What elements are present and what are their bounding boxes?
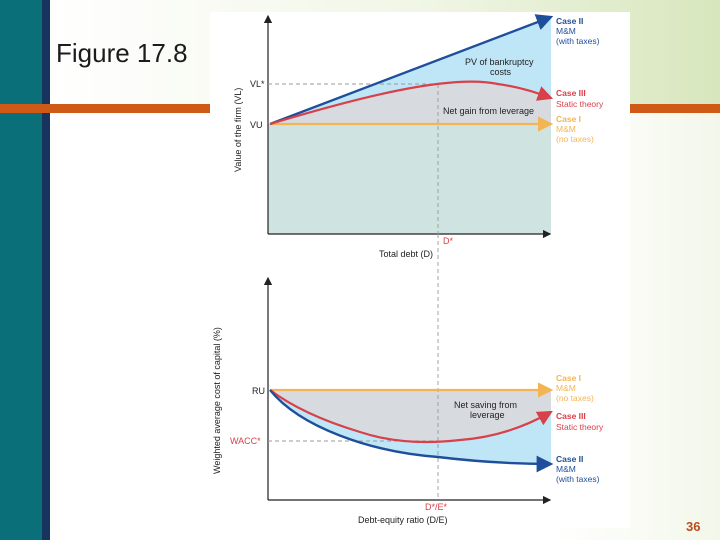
bottom-case1-title: Case I: [556, 373, 581, 383]
left-navy-bar: [42, 0, 50, 540]
slide-title: Figure 17.8: [56, 38, 188, 68]
page-number: 36: [686, 519, 701, 534]
top-case1-line1: M&M: [556, 124, 576, 134]
tick-d-star: D*: [443, 236, 453, 246]
top-case1-title: Case I: [556, 114, 581, 124]
annotation-net-gain: Net gain from leverage: [443, 106, 534, 116]
bottom-case3-curve: [269, 389, 553, 443]
top-y-axis-label: Value of the firm (VL): [233, 88, 243, 172]
top-case2-line2: (with taxes): [556, 36, 600, 46]
annotation-pv-bankruptcy-2: costs: [490, 67, 512, 77]
tick-de-star: D*/E*: [425, 502, 448, 512]
annotation-pv-bankruptcy: PV of bankruptcy: [465, 57, 534, 67]
net-saving-region: [270, 390, 551, 442]
top-chart: Value of the firm (VL) Total debt (D) VL…: [233, 14, 604, 259]
bottom-case3-title: Case III: [556, 411, 586, 421]
bottom-case3-line1: Static theory: [556, 422, 604, 432]
bottom-chart: Weighted average cost of capital (%) Deb…: [212, 234, 604, 525]
bottom-y-axis-label: Weighted average cost of capital (%): [212, 327, 222, 474]
top-case3-line1: Static theory: [556, 99, 604, 109]
net-gain-region: [270, 81, 551, 124]
top-case2-line1: M&M: [556, 26, 576, 36]
bottom-blue-region: [270, 390, 551, 464]
tick-ru: RU: [252, 386, 265, 396]
top-case2-line: [269, 14, 554, 126]
top-case1-line2: (no taxes): [556, 134, 594, 144]
top-teal-region: [268, 124, 551, 234]
figure-svg: Value of the firm (VL) Total debt (D) VL…: [212, 14, 604, 525]
top-case2-title: Case II: [556, 16, 583, 26]
bottom-case1-line2: (no taxes): [556, 393, 594, 403]
tick-vu-top: VU: [250, 120, 263, 130]
bottom-case2-title: Case II: [556, 454, 583, 464]
tick-wacc-star: WACC*: [230, 436, 261, 446]
bottom-case2-line2: (with taxes): [556, 474, 600, 484]
tick-vl-star: VL*: [250, 79, 265, 89]
top-case3-curve: [269, 80, 554, 126]
bottom-x-axis-label: Debt-equity ratio (D/E): [358, 515, 448, 525]
annotation-net-saving: Net saving from: [454, 400, 517, 410]
left-teal-bar: [0, 0, 42, 540]
bottom-case2-curve: [269, 389, 554, 473]
bottom-case1-line1: M&M: [556, 383, 576, 393]
bottom-case2-line1: M&M: [556, 464, 576, 474]
figure-panel: Value of the firm (VL) Total debt (D) VL…: [210, 12, 630, 528]
top-x-axis-label: Total debt (D): [379, 249, 433, 259]
annotation-net-saving-2: leverage: [470, 410, 505, 420]
top-case3-title: Case III: [556, 88, 586, 98]
